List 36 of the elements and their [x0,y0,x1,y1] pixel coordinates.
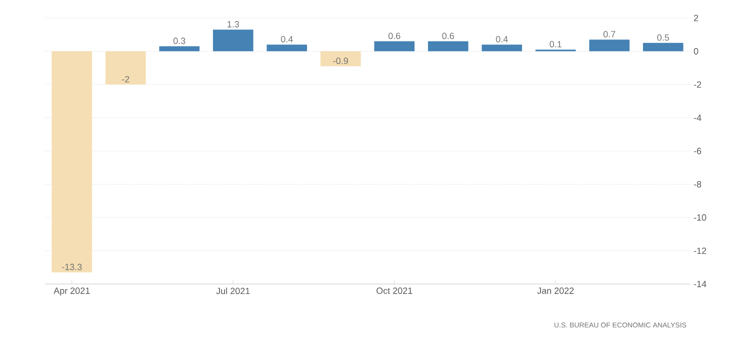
data-label: 0.3 [173,38,186,44]
x-tick-label: Oct 2021 [376,288,412,294]
y-tick-label: 0 [694,48,698,54]
x-tick-label: Jul 2021 [216,288,250,294]
bar [52,51,92,272]
bar [428,41,468,52]
bar [266,44,308,52]
y-tick-label: 2 [694,14,698,22]
y-tick-label: -10 [694,214,706,221]
bar [320,51,361,66]
bar [212,30,254,52]
x-tick-label: Apr 2021 [54,288,90,296]
data-label: -13.3 [62,264,82,270]
data-label: 0.5 [657,34,670,41]
x-tick-label: Jan 2022 [537,288,574,294]
data-label: 0.4 [496,36,508,42]
data-label: 0.1 [550,41,562,48]
y-tick-label: -2 [694,81,702,88]
bar [589,40,630,52]
data-label: 0.7 [603,31,616,38]
data-label: -2 [122,76,130,82]
data-label: 0.6 [388,32,400,40]
data-label: -0.9 [333,58,348,64]
bar [642,42,684,52]
bar [159,46,200,52]
data-label: 0.6 [442,32,454,40]
bar [374,41,415,52]
data-label: 0.4 [280,36,293,42]
y-tick-label: -14 [694,280,706,288]
y-tick-label: -8 [694,181,702,188]
bar [105,51,146,84]
y-tick-label: -12 [694,248,706,254]
data-label: 1.3 [228,21,239,28]
y-tick-label: -6 [694,148,702,154]
y-tick-label: -4 [694,114,702,121]
bar [482,44,522,52]
